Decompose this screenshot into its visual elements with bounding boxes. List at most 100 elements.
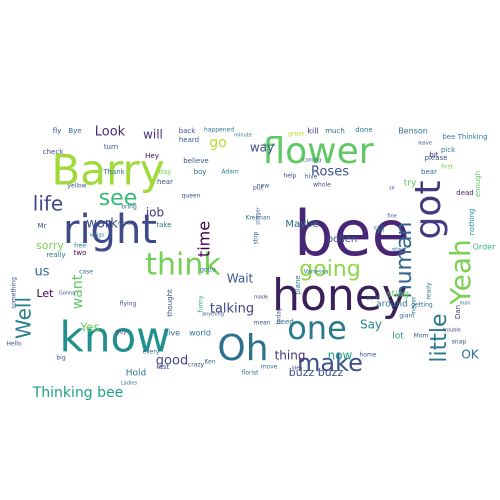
word-bee-thinking: bee Thinking [442,133,487,141]
word-now: now [328,349,353,363]
word-thinking-bee: Thinking bee [32,385,124,401]
word-two: two [74,249,87,257]
word-gonna: Gonna [59,291,75,297]
word-sting: sting [387,290,409,300]
word-benson: Benson [398,127,428,136]
word-bit: bit [429,151,438,159]
word-never: never [411,296,418,314]
word-bear: bear [421,168,437,176]
word-every: every [143,349,160,356]
word-big: big [56,355,65,362]
word-vanessa: Vanessa [304,269,329,276]
word-heard: heard [179,136,199,144]
word-bee: bee [294,197,410,270]
word-funny: funny [198,295,205,313]
word-mom: Mom [414,333,429,340]
word-fine: fine [387,214,396,220]
word-start: start [392,247,407,254]
word-please: please [425,154,448,162]
word-something: something [11,277,18,309]
word-case: case [79,269,93,276]
word-coming: coming [303,158,321,164]
word-dead: dead [456,189,473,197]
word-stinger: stinger [256,206,262,224]
word-getting: getting [411,302,433,309]
word-sure: sure [367,295,380,302]
word-hive: hive [305,174,318,181]
word-yellow: yellow [67,183,86,190]
word-life: life [33,192,63,216]
word-roses: Roses [311,165,349,180]
word-idea: idea [292,366,303,372]
word-move: move [261,364,278,371]
word-well: Well [12,297,36,339]
word-lot: lot [392,332,404,342]
word-ladies: Ladies [121,381,137,387]
word-back: back [179,127,197,135]
word-crazy: crazy [188,362,205,369]
word-really: really [46,251,65,259]
word-work: work [86,217,118,232]
word-flower: flower [262,131,373,172]
word-talking: talking [210,302,254,317]
word-around: around [376,300,408,310]
word-hey: Hey [145,152,159,160]
word-will: will [143,128,163,142]
word-man: man [459,301,470,307]
word-right: right [63,207,157,253]
word-bring: bring [121,204,137,211]
word-turn: turn [104,143,118,151]
word-time: time [195,221,214,257]
word-stop: stop [253,231,260,244]
word-buzz-buzz: buzz buzz [289,366,344,379]
word-one: one [287,309,347,347]
word-ok: OK [461,348,479,362]
word-trouble: trouble [443,328,461,334]
word-barry: Barry [51,146,164,195]
word-honey: honey [272,270,408,321]
word-hold: Hold [126,369,147,379]
word-free: free [74,243,86,250]
word-way: way [250,141,274,155]
word-minute: minute [234,133,252,139]
word-pick: pick [441,146,456,154]
word-little: little [427,313,452,362]
word-flying: flying [120,301,137,308]
word-want: want [70,274,86,309]
word-made: made [254,295,268,301]
word-hello: Hello [6,341,22,348]
word-plane: plane [294,275,302,294]
word-whole: whole [313,182,331,189]
word-put: put [253,185,264,192]
word-adam: Adam [221,169,238,176]
word-anything: anything [202,312,224,318]
word-thing: thing [275,349,306,363]
word-good: good [156,354,188,369]
word-home: home [359,352,376,359]
word-world: world [189,329,211,338]
word-wings: wings [90,233,105,239]
word-great: great [288,131,305,138]
word-order: Order [473,243,496,252]
word-wait: Wait [227,272,254,286]
word-florist: florist [241,370,259,377]
word-got: got [408,181,449,240]
word-boy: boy [194,168,207,176]
word-dan: Dan [454,305,462,319]
word-see: see [99,186,138,211]
word-gotta: gotta [200,267,216,274]
word-sir: sir [389,186,396,192]
word-go: go [209,135,226,151]
word-job: job [145,206,164,220]
word-look: Look [95,125,126,140]
word-yeah: Yeah [444,239,477,306]
word-thank: Thank [102,168,125,176]
word-much: much [325,127,345,135]
word-ken: Ken [204,359,215,366]
word-live: live [166,329,180,338]
word-queen: queen [182,193,201,200]
word-let: Let [36,287,54,300]
